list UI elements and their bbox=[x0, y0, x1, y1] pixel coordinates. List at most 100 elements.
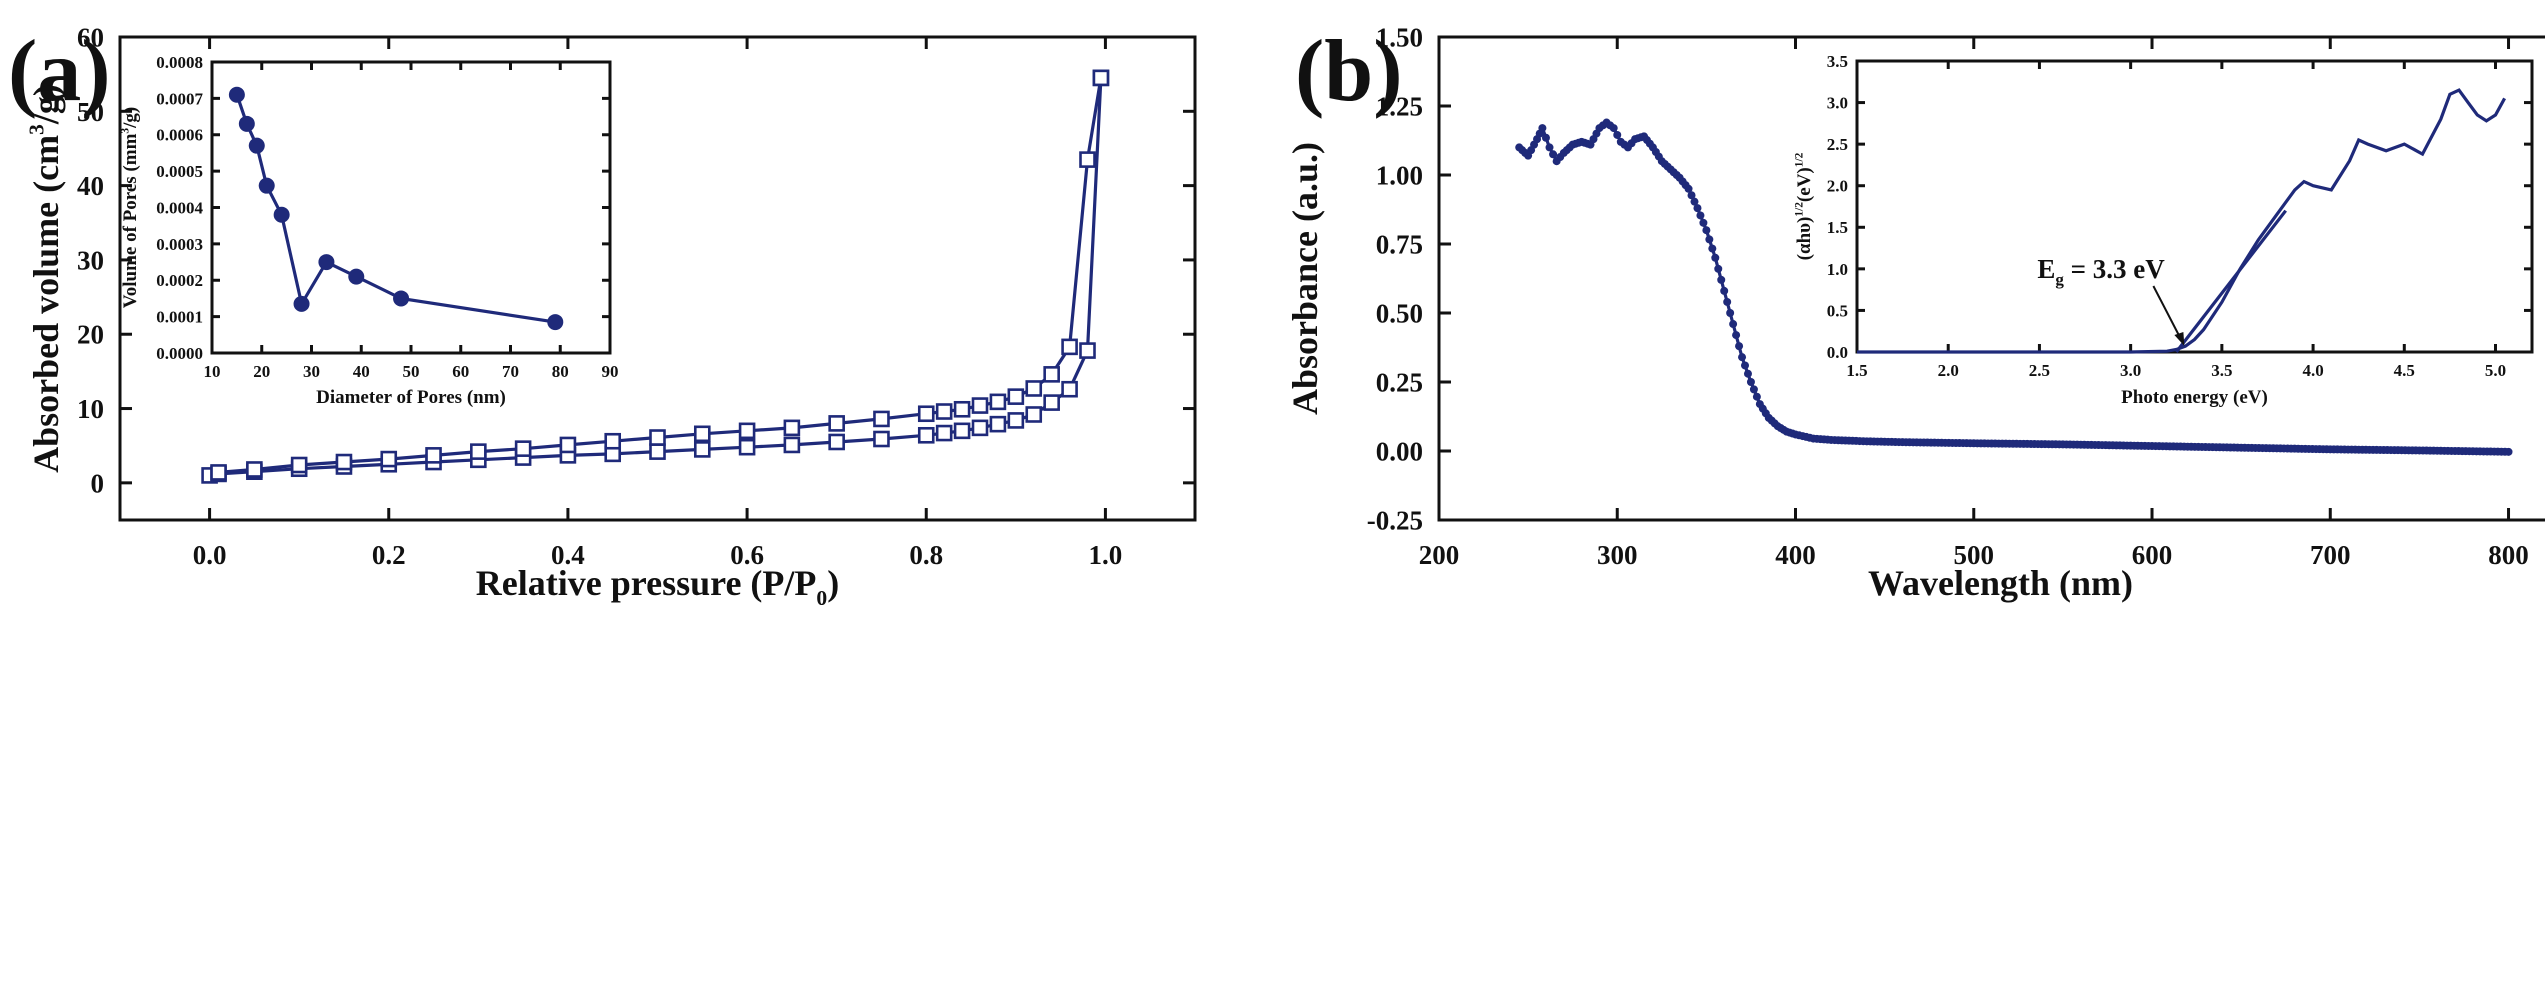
data-point-absorbance bbox=[1684, 184, 1693, 193]
data-point-pore-volume bbox=[258, 177, 275, 194]
x-tick-label: 0.8 bbox=[909, 540, 943, 570]
y-axis-label-mid: (eV) bbox=[1794, 167, 1815, 202]
data-point-absorbance bbox=[1726, 309, 1735, 317]
y-axis-label-text: Volume of Pores (mm bbox=[120, 133, 141, 308]
data-point-adsorption bbox=[935, 424, 953, 442]
x-tick-label: 400 bbox=[1775, 540, 1816, 570]
annotation-sub: g bbox=[2055, 270, 2064, 289]
x-tick-label: 0.0 bbox=[193, 540, 227, 570]
data-point-pore-volume bbox=[318, 254, 335, 271]
data-point-absorbance bbox=[1723, 297, 1732, 306]
y-tick-label: 30 bbox=[77, 245, 104, 275]
data-point-adsorption bbox=[649, 443, 666, 460]
data-point-desorption bbox=[604, 432, 622, 450]
data-point-desorption bbox=[1025, 380, 1043, 397]
series-line-linear-fit bbox=[2175, 209, 2287, 353]
data-point-pore-volume bbox=[273, 206, 290, 223]
x-axis-label-sub: 0 bbox=[816, 586, 827, 610]
series-line-adsorption bbox=[209, 77, 1103, 477]
data-point-desorption bbox=[828, 415, 845, 432]
y-tick-label: 2.0 bbox=[1827, 177, 1848, 196]
data-point-absorbance bbox=[1699, 218, 1708, 227]
x-tick-label: 40 bbox=[353, 362, 370, 381]
data-point-desorption bbox=[514, 440, 532, 457]
x-tick-label: 5.0 bbox=[2485, 361, 2506, 380]
data-point-adsorption bbox=[1025, 406, 1043, 423]
data-point-absorbance bbox=[1749, 385, 1758, 394]
data-point-absorbance bbox=[1746, 378, 1755, 386]
y-axis-label-sup: 1/2 bbox=[1793, 202, 1805, 217]
plot-frame bbox=[1437, 35, 2545, 522]
data-point-absorbance bbox=[1705, 235, 1714, 244]
data-point-desorption bbox=[559, 436, 577, 454]
data-point-desorption bbox=[953, 400, 971, 418]
x-tick-label: 300 bbox=[1597, 540, 1638, 570]
y-axis-label: Absorbed volume (cm3/g) bbox=[25, 84, 66, 473]
y-tick-label: 0.0003 bbox=[156, 235, 203, 254]
y-tick-label: 0.75 bbox=[1376, 229, 1423, 259]
data-point-absorbance bbox=[1711, 253, 1720, 262]
y-tick-label: 0.0000 bbox=[156, 344, 203, 363]
data-point-absorbance bbox=[1741, 361, 1750, 370]
data-point-desorption bbox=[935, 403, 953, 420]
data-point-absorbance bbox=[1743, 369, 1752, 378]
y-axis-label-sup: 3 bbox=[25, 124, 49, 135]
data-point-desorption bbox=[873, 410, 890, 428]
data-point-absorbance bbox=[1609, 124, 1618, 133]
y-tick-label: 0.0 bbox=[1827, 343, 1848, 362]
data-point-desorption bbox=[380, 450, 398, 468]
data-point-absorbance bbox=[1714, 264, 1723, 273]
y-tick-label: -0.25 bbox=[1367, 505, 1423, 535]
y-tick-label: 2.5 bbox=[1827, 135, 1848, 154]
y-axis-label: Absorbance (a.u.) bbox=[1285, 142, 1325, 415]
data-point-adsorption bbox=[1043, 394, 1060, 411]
x-axis-label: Diameter of Pores (nm) bbox=[316, 387, 506, 408]
y-axis-label-text: Absorbance (a.u.) bbox=[1285, 142, 1325, 415]
x-tick-label: 70 bbox=[502, 362, 519, 381]
data-point-adsorption bbox=[693, 441, 711, 458]
x-axis-label: Relative pressure (P/P0) bbox=[476, 563, 839, 610]
x-tick-label: 800 bbox=[2488, 540, 2529, 570]
x-axis-label-text: Relative pressure (P/P bbox=[476, 563, 817, 603]
y-axis-label-sup2: 1/2 bbox=[1793, 152, 1805, 167]
data-point-absorbance bbox=[1696, 211, 1705, 220]
data-point-absorbance bbox=[2504, 447, 2513, 456]
x-axis-label-close: ) bbox=[827, 563, 839, 603]
chart-isotherm: 0.0 0.2 0.4 0.6 0.8 1.00102030405060Relative … bbox=[25, 22, 1197, 610]
data-point-absorbance bbox=[1717, 275, 1726, 284]
data-point-adsorption bbox=[971, 419, 989, 437]
y-tick-label: 0.0005 bbox=[156, 162, 203, 181]
x-tick-label: 3.5 bbox=[2211, 361, 2232, 380]
data-point-absorbance bbox=[1613, 130, 1622, 139]
x-tick-label: 10 bbox=[204, 362, 221, 381]
x-axis-label-text: Diameter of Pores (nm) bbox=[316, 387, 506, 408]
y-tick-label: 0.0006 bbox=[156, 126, 203, 145]
data-point-desorption bbox=[1079, 151, 1096, 168]
y-axis-label-sup: 3 bbox=[119, 128, 131, 134]
data-point-desorption bbox=[649, 429, 666, 446]
inset-background bbox=[1857, 61, 2532, 352]
y-tick-label: 1.0 bbox=[1827, 260, 1848, 279]
panel-label-b: (b) bbox=[1295, 23, 1403, 120]
data-point-desorption bbox=[989, 393, 1007, 411]
data-point-pore-volume bbox=[228, 86, 245, 103]
data-point-desorption bbox=[738, 422, 756, 440]
data-point-adsorption bbox=[953, 422, 971, 440]
data-point-adsorption bbox=[917, 426, 935, 444]
y-tick-label: 0.5 bbox=[1827, 301, 1848, 320]
annotation-rest: = 3.3 eV bbox=[2064, 254, 2165, 284]
data-point-desorption bbox=[783, 419, 801, 437]
y-tick-label: 1.50 bbox=[1376, 22, 1423, 52]
x-tick-label: 80 bbox=[552, 362, 569, 381]
data-point-desorption bbox=[210, 464, 227, 481]
x-tick-label: 700 bbox=[2310, 540, 2351, 570]
data-point-desorption bbox=[425, 447, 442, 464]
data-point-absorbance bbox=[1729, 320, 1738, 329]
data-point-absorbance bbox=[1708, 244, 1717, 253]
x-tick-label: 3.0 bbox=[2120, 361, 2141, 380]
data-point-desorption bbox=[290, 456, 308, 474]
data-point-adsorption bbox=[1079, 342, 1096, 359]
x-tick-label: 2.0 bbox=[1938, 361, 1959, 380]
y-tick-label: 0.0001 bbox=[156, 308, 203, 327]
